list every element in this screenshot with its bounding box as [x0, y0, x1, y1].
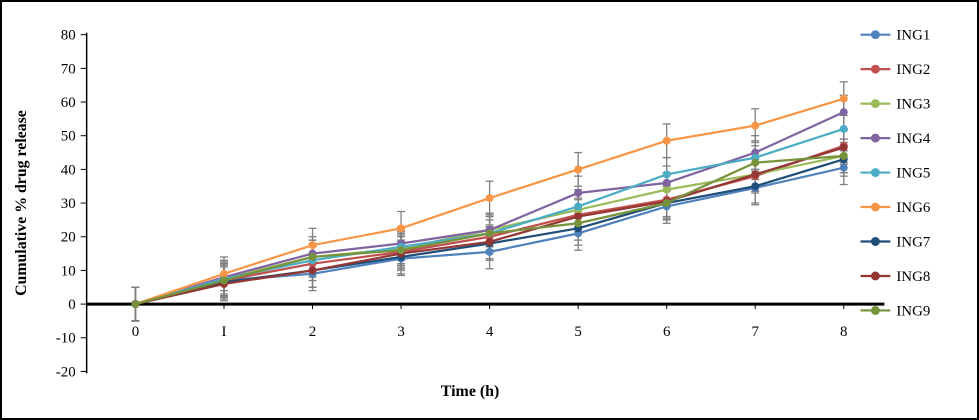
x-tick-label: 2	[309, 324, 316, 340]
legend-item-ing4: ING4	[860, 131, 931, 147]
series-marker-ing4	[839, 108, 848, 117]
series-marker-ing5	[662, 170, 671, 179]
series-marker-ing8	[751, 170, 760, 179]
y-tick-label: 70	[61, 61, 76, 77]
legend-marker	[870, 305, 880, 315]
x-tick-label: I	[221, 324, 226, 340]
x-tick-label: 3	[397, 324, 404, 340]
series-marker-ing7	[751, 182, 760, 191]
legend-marker	[870, 202, 880, 212]
series-marker-ing9	[574, 219, 583, 228]
x-tick-label: 6	[663, 324, 670, 340]
series-marker-ing8	[839, 143, 848, 152]
legend-marker	[870, 133, 880, 143]
series-marker-ing8	[485, 237, 494, 246]
x-axis-title: Time (h)	[441, 383, 500, 400]
legend-label: ING8	[896, 269, 930, 285]
legend-item-ing3: ING3	[860, 97, 930, 113]
legend-item-ing2: ING2	[860, 62, 930, 78]
y-tick-label: 20	[61, 230, 76, 246]
y-tick-label: 0	[68, 297, 75, 313]
legend-label: ING1	[896, 28, 930, 44]
legend-marker	[870, 64, 880, 74]
series-marker-ing6	[308, 241, 317, 250]
y-axis-title: Cumulative % drug release	[13, 110, 30, 296]
legend-label: ING2	[896, 62, 930, 78]
series-marker-ing6	[662, 136, 671, 145]
y-tick-label: 10	[61, 263, 76, 279]
series-marker-ing6	[485, 194, 494, 202]
legend-item-ing7: ING7	[860, 234, 931, 250]
series-marker-ing9	[485, 229, 494, 238]
series-marker-ing6	[574, 165, 583, 174]
legend-item-ing6: ING6	[860, 200, 930, 216]
series-marker-ing5	[574, 202, 583, 211]
y-tick-label: 40	[61, 162, 76, 178]
x-tick-label: 8	[840, 324, 847, 340]
series-marker-ing9	[220, 276, 228, 285]
series-marker-ing6	[839, 94, 848, 103]
y-tick-label: 80	[61, 28, 76, 44]
legend-label: ING7	[896, 234, 931, 250]
legend-label: ING4	[896, 131, 931, 147]
y-tick-label: -10	[56, 331, 76, 347]
legend-label: ING5	[896, 166, 930, 182]
series-marker-ing9	[662, 199, 671, 208]
series-marker-ing1	[839, 163, 848, 172]
x-tick-label: 4	[486, 324, 494, 340]
series-marker-ing9	[839, 151, 848, 160]
series-marker-ing9	[751, 158, 760, 167]
x-tick-label: 0	[132, 324, 139, 340]
legend-label: ING3	[896, 97, 930, 113]
legend-label: ING6	[896, 200, 930, 216]
series-marker-ing6	[220, 269, 228, 278]
series-marker-ing1	[485, 247, 494, 256]
series-marker-ing8	[308, 266, 317, 275]
y-tick-label: -20	[56, 364, 76, 380]
legend-label: ING9	[896, 303, 930, 319]
plot-area: -20 -10 0 10 20 30 40 50 60 70 80 0 I 2 3 4 5 6 7 8 ING1 ING2…	[56, 28, 931, 381]
series-marker-ing8	[574, 212, 583, 221]
series-marker-ing6	[751, 121, 760, 130]
legend-marker	[870, 237, 880, 246]
legend-marker	[870, 30, 880, 40]
series-marker-ing9	[308, 252, 317, 261]
legend-marker	[870, 271, 880, 281]
legend-marker	[870, 168, 880, 178]
series-marker-ing6	[397, 224, 406, 233]
y-tick-label: 60	[61, 95, 76, 111]
legend-item-ing5: ING5	[860, 166, 930, 182]
series-marker-ing9	[131, 300, 140, 309]
y-tick-label: 30	[61, 196, 76, 212]
legend-marker	[870, 99, 880, 109]
x-tick-label: 7	[751, 324, 759, 340]
y-tick-label: 50	[61, 129, 76, 145]
legend-item-ing8: ING8	[860, 269, 930, 285]
x-tick-label: 5	[574, 324, 581, 340]
series-marker-ing4	[662, 178, 671, 187]
series-marker-ing9	[397, 246, 406, 255]
series-marker-ing5	[839, 125, 848, 133]
legend-item-ing9: ING9	[860, 303, 930, 319]
legend-item-ing1: ING1	[860, 28, 930, 44]
series-marker-ing3	[662, 185, 671, 194]
series-marker-ing4	[574, 189, 583, 197]
